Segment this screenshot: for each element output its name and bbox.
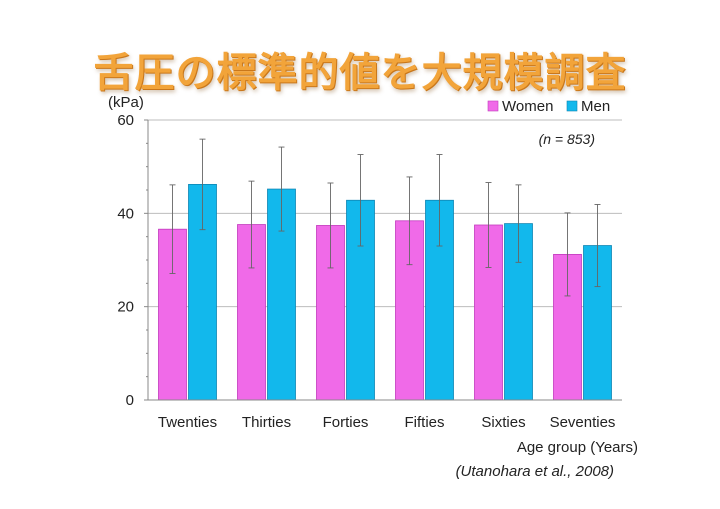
- legend-label-men: Men: [581, 98, 610, 115]
- x-tick-label: Forties: [323, 414, 369, 431]
- x-tick-label: Seventies: [550, 414, 616, 431]
- y-tick-label: 40: [117, 205, 134, 222]
- y-tick-label: 20: [117, 299, 134, 316]
- x-tick-label: Fifties: [404, 414, 444, 431]
- citation: (Utanohara et al., 2008): [456, 463, 614, 480]
- x-axis-title: Age group (Years): [517, 439, 638, 456]
- x-tick-label: Twenties: [158, 414, 217, 431]
- y-tick-label: 0: [126, 392, 134, 409]
- slide-title: 舌圧の標準的値を大規模調査: [93, 50, 627, 96]
- legend-label-women: Women: [502, 98, 553, 115]
- legend: Women Men: [487, 98, 610, 115]
- legend-swatch-men: [566, 100, 578, 112]
- y-tick-label: 60: [117, 112, 134, 129]
- y-axis-unit-label: (kPa): [108, 94, 144, 111]
- x-tick-label: Thirties: [242, 414, 291, 431]
- sample-size-note: (n = 853): [539, 131, 595, 147]
- legend-swatch-women: [487, 100, 499, 112]
- x-tick-label: Sixties: [481, 414, 525, 431]
